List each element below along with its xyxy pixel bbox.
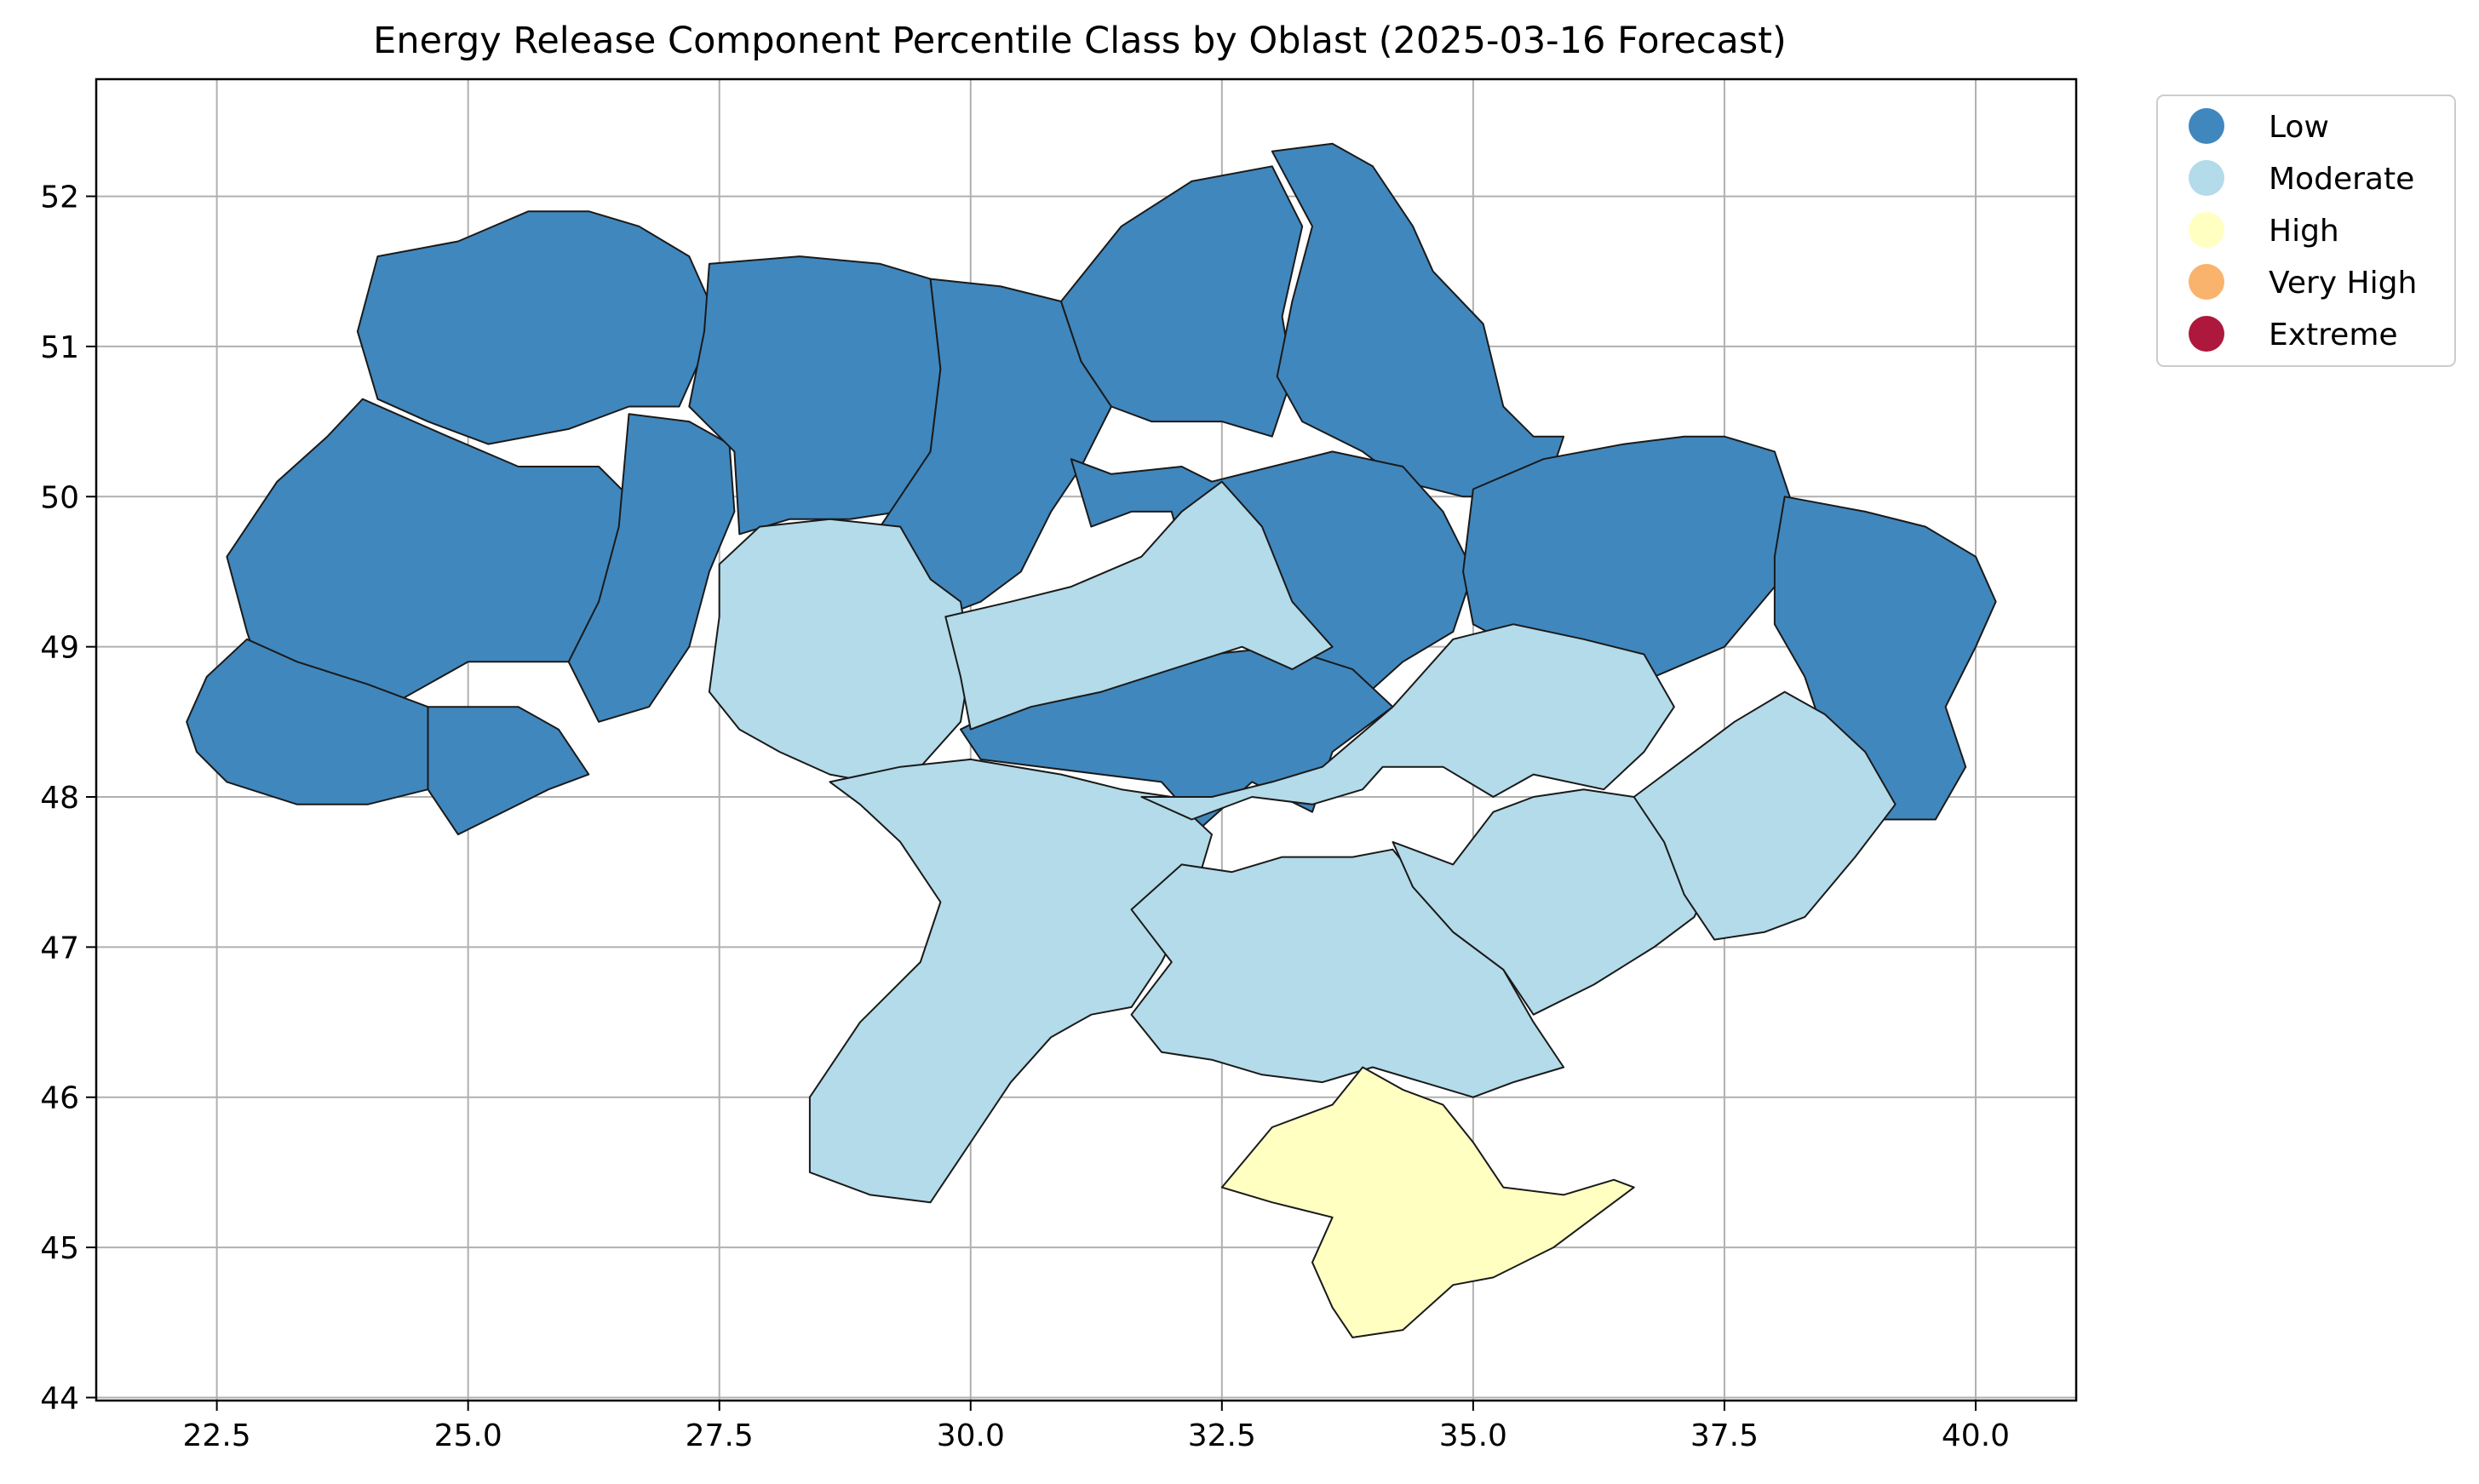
- y-tick-label-45: 45: [40, 1231, 79, 1266]
- oblast-region-12: [427, 706, 590, 836]
- x-tick-label-40.0: 40.0: [1942, 1418, 2010, 1453]
- y-tick-label-47: 47: [40, 931, 79, 965]
- plot-frame: [95, 77, 2078, 1402]
- axis-ticks: 22.5 25.0 27.5 30.0 32.5 35.0 37.5 40.0 44 45 46 47…: [40, 180, 2010, 1453]
- legend-label-very-high: Very High: [2269, 266, 2417, 301]
- legend: Low Moderate High Very High Extreme: [2156, 95, 2456, 367]
- x-tick-label-35.0: 35.0: [1439, 1418, 1507, 1453]
- x-tick-label-27.5: 27.5: [686, 1418, 754, 1453]
- y-tick-label-44: 44: [40, 1381, 79, 1416]
- y-tick-label-49: 49: [40, 631, 79, 666]
- legend-marker-very-high: [2189, 264, 2224, 300]
- x-tick-label-30.0: 30.0: [937, 1418, 1005, 1453]
- oblast-regions: [186, 142, 1997, 1338]
- oblast-region-18: [1130, 848, 1565, 1098]
- oblast-region-21: [1220, 1066, 1635, 1338]
- oblast-region-2: [226, 398, 630, 708]
- legend-label-low: Low: [2269, 110, 2329, 145]
- legend-label-extreme: Extreme: [2269, 318, 2398, 352]
- x-tick-label-37.5: 37.5: [1690, 1418, 1759, 1453]
- legend-marker-moderate: [2189, 160, 2224, 196]
- oblast-region-17: [1140, 623, 1675, 821]
- y-tick-label-48: 48: [40, 781, 79, 816]
- oblast-region-16: [808, 758, 1213, 1204]
- legend-label-high: High: [2269, 214, 2339, 249]
- legend-marker-low: [2189, 108, 2224, 144]
- x-tick-label-22.5: 22.5: [183, 1418, 251, 1453]
- legend-marker-high: [2189, 212, 2224, 248]
- y-tick-label-46: 46: [40, 1081, 79, 1116]
- y-tick-label-50: 50: [40, 480, 79, 515]
- oblast-region-20: [1633, 690, 1897, 941]
- oblast-region-15: [944, 480, 1334, 731]
- oblast-region-4: [688, 255, 942, 536]
- legend-label-moderate: Moderate: [2269, 162, 2414, 197]
- oblast-region-1: [356, 210, 710, 445]
- legend-frame: [2156, 95, 2456, 367]
- x-tick-label-32.5: 32.5: [1188, 1418, 1256, 1453]
- y-tick-label-51: 51: [40, 330, 79, 365]
- chart-title: Energy Release Component Percentile Clas…: [373, 20, 1787, 62]
- y-tick-label-52: 52: [40, 180, 79, 215]
- x-tick-label-25.0: 25.0: [434, 1418, 502, 1453]
- legend-marker-extreme: [2189, 316, 2224, 352]
- oblast-region-14: [708, 518, 972, 783]
